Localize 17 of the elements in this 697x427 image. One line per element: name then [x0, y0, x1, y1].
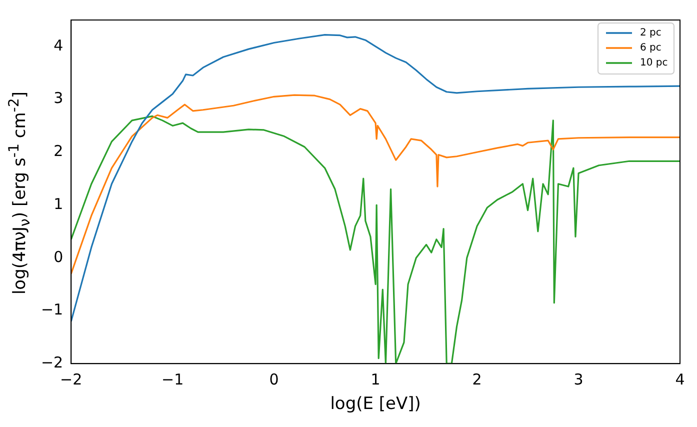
y-tick-label: −2 — [40, 353, 64, 372]
y-tick-label: 4 — [54, 36, 64, 54]
y-tick-label: 1 — [54, 194, 64, 213]
x-axis-title: log(E [eV]) — [330, 394, 421, 414]
legend-label: 2 pc — [640, 28, 662, 39]
legend-label: 10 pc — [640, 58, 668, 69]
x-tick-label: 0 — [269, 370, 279, 388]
legend-label: 6 pc — [640, 42, 662, 54]
x-tick-label: 2 — [472, 370, 482, 388]
x-tick-label: 4 — [675, 370, 685, 388]
x-tick-label: 1 — [370, 370, 380, 388]
y-tick-label: 2 — [54, 142, 64, 160]
x-tick-label: 3 — [574, 370, 584, 388]
y-tick-label: −1 — [40, 300, 64, 319]
x-tick-label: −1 — [162, 370, 184, 388]
y-tick-label: 0 — [54, 248, 64, 266]
y-tick-label: 3 — [54, 89, 64, 108]
